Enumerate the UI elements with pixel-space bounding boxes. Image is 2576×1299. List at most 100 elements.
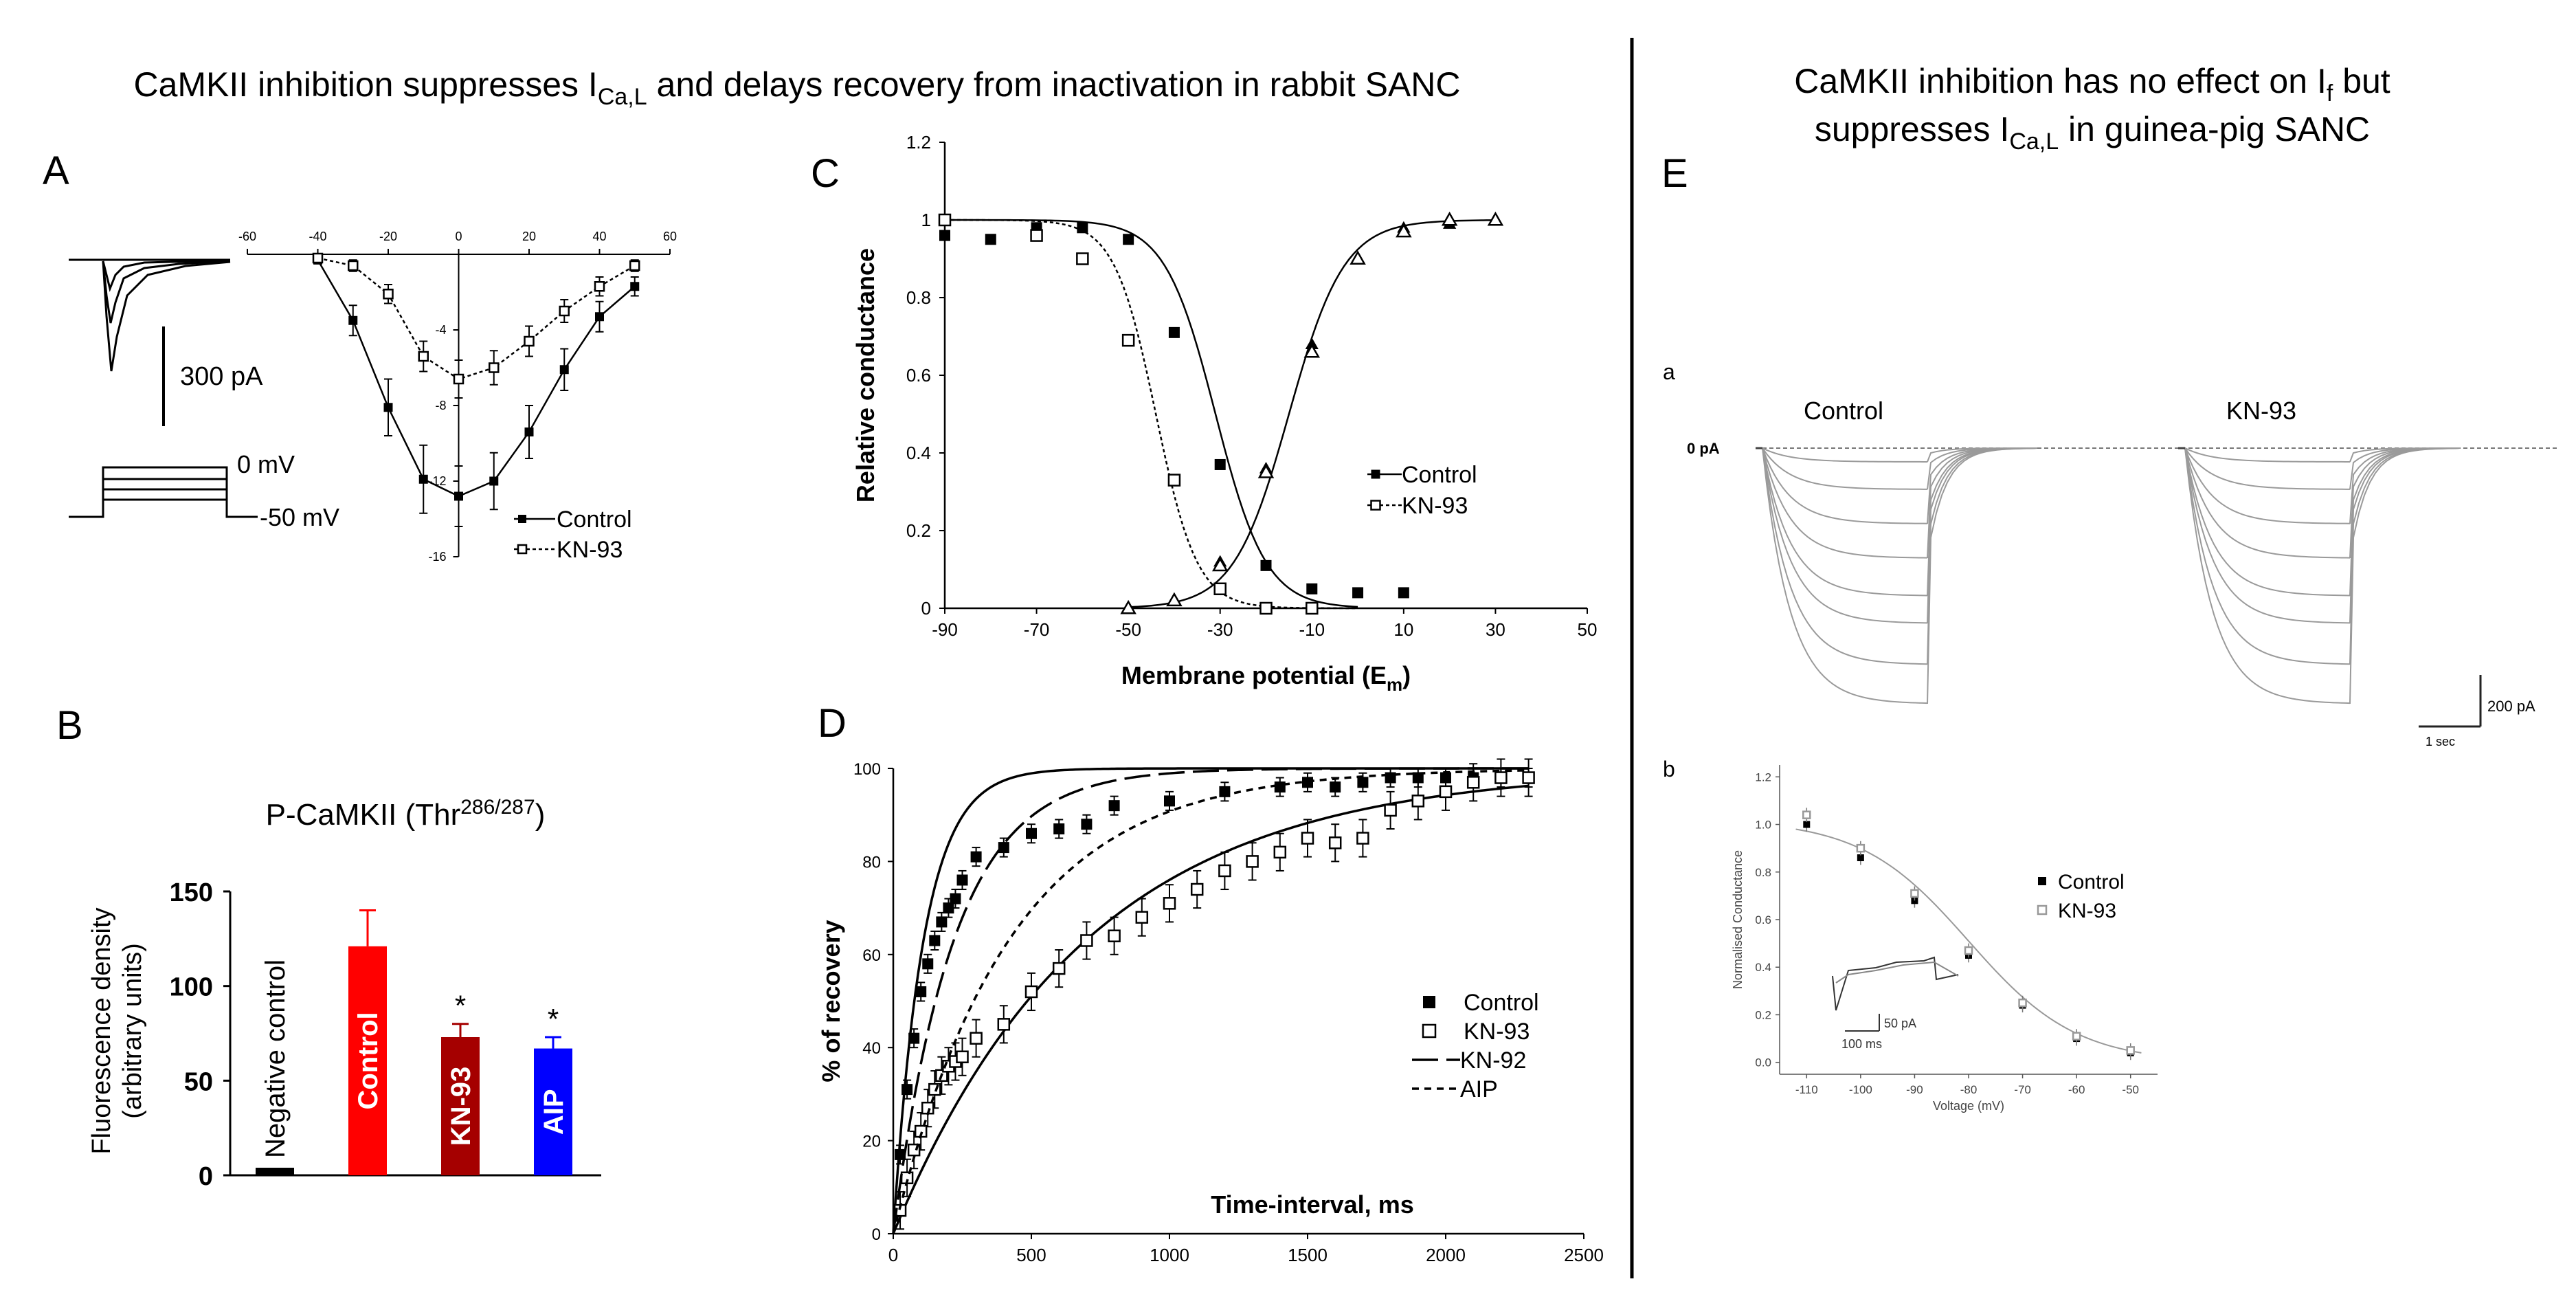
x-axis-label: Membrane potential (Em) xyxy=(1121,661,1411,695)
x-tick-label: 40 xyxy=(592,230,606,243)
legend-marker xyxy=(1371,469,1380,479)
y-tick-label: 1.0 xyxy=(1755,819,1771,832)
data-point xyxy=(1167,474,1181,487)
x-axis-label: Time-interval, ms xyxy=(1211,1190,1413,1219)
panel-label-e-a: a xyxy=(1663,359,1675,384)
y-axis-label: % of recovery xyxy=(817,920,845,1082)
voltage-high-label: 0 mV xyxy=(237,450,295,478)
fit-curve xyxy=(892,784,1529,1234)
data-point xyxy=(970,1032,983,1045)
x-tick-label: 2000 xyxy=(1426,1245,1466,1265)
y-tick-label: 0.0 xyxy=(1755,1056,1771,1069)
data-point xyxy=(1080,934,1093,947)
data-point xyxy=(956,1050,969,1063)
data-point xyxy=(1305,337,1319,349)
panel-label-e-b: b xyxy=(1663,757,1675,781)
data-point xyxy=(418,474,428,484)
inset-scale-label: 50 pA xyxy=(1884,1017,1916,1030)
data-point xyxy=(901,1084,913,1096)
inset-trace xyxy=(102,260,231,324)
inset-trace xyxy=(102,259,231,292)
data-point xyxy=(2072,1032,2081,1041)
data-point xyxy=(1030,229,1043,242)
current-trace xyxy=(1762,447,2038,490)
data-point xyxy=(418,351,429,362)
chart-c-conductance: -90 -70 -50 -30 -10 10 30 50 0 0.2 0.4 0.6 0.8 1 1.2 Me… xyxy=(851,132,1597,695)
current-trace xyxy=(1762,447,2038,597)
x-tick-label: -70 xyxy=(1024,619,1050,640)
y-tick-label: 0.8 xyxy=(1755,866,1771,879)
y-tick-label: -8 xyxy=(435,399,446,412)
data-point xyxy=(895,1148,906,1160)
data-point xyxy=(1301,832,1314,845)
legend-label: KN-92 xyxy=(1460,1047,1526,1074)
x-tick-label: 10 xyxy=(1393,619,1413,640)
data-point xyxy=(1330,781,1341,793)
fit-curve xyxy=(944,219,1358,610)
current-trace xyxy=(2184,447,2461,624)
chart-eb-conductance: -110 -100 -90 -80 -70 -60 -50 0.0 0.2 0.4 0.6 0.8 1.… xyxy=(1731,765,2158,1113)
current-trace xyxy=(2184,447,2461,463)
data-point xyxy=(454,491,463,501)
current-trace xyxy=(1762,447,2038,559)
data-point xyxy=(1412,772,1424,784)
current-trace xyxy=(2184,447,2461,524)
y-tick-label: 0.8 xyxy=(906,287,931,308)
y-tick-label: 50 xyxy=(184,1067,213,1096)
data-point xyxy=(1494,771,1508,784)
y-tick-label: -16 xyxy=(428,550,446,564)
trace-family xyxy=(1756,447,2461,704)
y-tick-label: 1.2 xyxy=(906,132,931,153)
data-point xyxy=(1522,771,1535,784)
x-tick-label: 50 xyxy=(1578,619,1598,640)
data-point xyxy=(1108,929,1121,942)
x-tick-label: -110 xyxy=(1795,1083,1818,1096)
data-point xyxy=(1121,333,1135,347)
label-kn93: KN-93 xyxy=(2226,397,2296,425)
chart-b-bar: P-CaMKII (Thr286/287) 0 50 100 150 Fluorescen… xyxy=(87,796,601,1191)
x-tick-label: 2500 xyxy=(1564,1245,1604,1265)
bar xyxy=(534,1048,572,1175)
x-tick-label: 30 xyxy=(1486,619,1505,640)
data-point xyxy=(1259,601,1273,615)
x-tick-label: 1000 xyxy=(1150,1245,1189,1265)
data-point xyxy=(1441,211,1458,226)
data-point xyxy=(1396,223,1412,238)
x-tick-label: 0 xyxy=(455,230,462,243)
x-tick-label: 60 xyxy=(663,230,677,243)
y-axis-label: Relative conductance xyxy=(851,248,880,502)
significance-marker: * xyxy=(455,990,466,1022)
data-point xyxy=(950,893,961,904)
current-trace xyxy=(1762,447,2038,624)
data-point xyxy=(956,874,968,886)
x-tick-label: -50 xyxy=(1115,619,1141,640)
data-point xyxy=(1802,810,1811,819)
data-point xyxy=(1803,821,1811,828)
legend-marker xyxy=(2037,904,2048,915)
y-tick-label: 0.4 xyxy=(906,443,931,463)
data-point xyxy=(383,403,393,412)
x-tick-label: -80 xyxy=(1960,1083,1978,1096)
y-tick-label: 0.4 xyxy=(1755,961,1771,974)
data-point xyxy=(1306,583,1318,595)
current-trace xyxy=(1762,447,2038,463)
legend-marker xyxy=(518,515,526,523)
current-trace xyxy=(2184,447,2461,559)
label-control: Control xyxy=(1804,397,1883,425)
bar-label: AIP xyxy=(539,1089,569,1135)
inset-scale-label: 100 ms xyxy=(1841,1037,1882,1051)
data-point xyxy=(629,260,640,271)
data-point xyxy=(348,260,359,271)
y-tick-label: 100 xyxy=(170,973,213,1002)
data-point xyxy=(1246,855,1259,868)
x-axis-label: Voltage (mV) xyxy=(1933,1099,2004,1113)
data-point xyxy=(453,373,464,385)
x-tick-label: 1500 xyxy=(1288,1245,1328,1265)
bar-label: KN-93 xyxy=(446,1067,476,1146)
data-point xyxy=(312,252,324,264)
legend-marker xyxy=(1422,1023,1437,1039)
legend-label: Control xyxy=(1464,990,1539,1016)
legend-marker xyxy=(2038,877,2046,885)
x-tick-label: -90 xyxy=(1906,1083,1923,1096)
series-line xyxy=(317,257,636,380)
